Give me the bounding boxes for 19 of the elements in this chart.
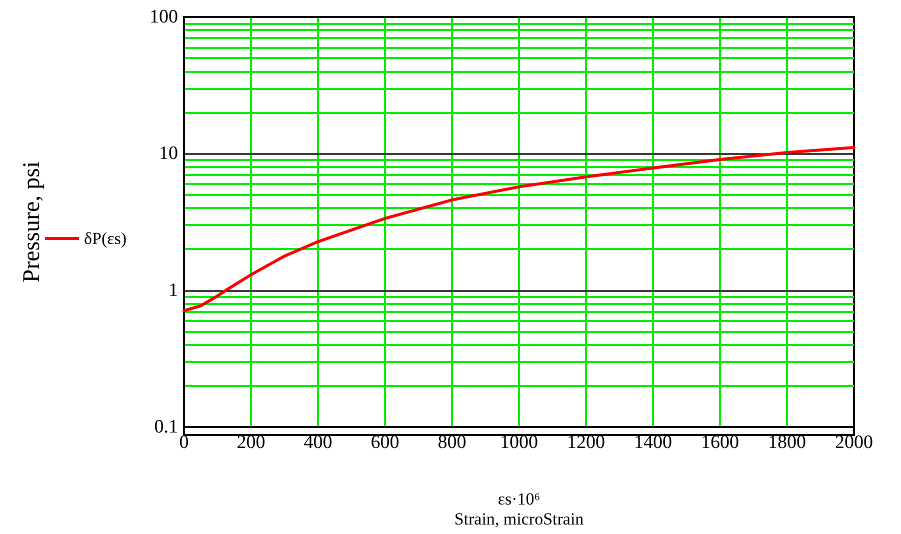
x-tick-label: 2000 [835, 432, 873, 453]
x-tick-label: 0 [179, 432, 189, 453]
x-tick-label: 1000 [500, 432, 538, 453]
x-tick-label: 1200 [567, 432, 605, 453]
y-tick-label: 0.1 [154, 416, 178, 438]
y-tick-label: 100 [150, 6, 178, 28]
y-tick-label: 10 [159, 143, 178, 164]
x-tick-label: 1800 [768, 432, 806, 453]
x-tick-label: 600 [370, 432, 400, 453]
x-tick-label: 200 [236, 432, 266, 453]
x-tick-label: 1600 [701, 432, 739, 453]
line-series [182, 146, 856, 312]
y-axis-title: Pressure, psi [19, 161, 45, 283]
legend-label: δP(εs) [84, 229, 127, 248]
x-tick-label: 800 [438, 432, 466, 453]
x-axis-title: εs·10⁶ Strain, microStrain [454, 490, 584, 528]
x-tick-label: 400 [304, 432, 332, 453]
y-tick-label: 1 [168, 280, 178, 301]
x-tick-label: 1400 [634, 432, 672, 453]
